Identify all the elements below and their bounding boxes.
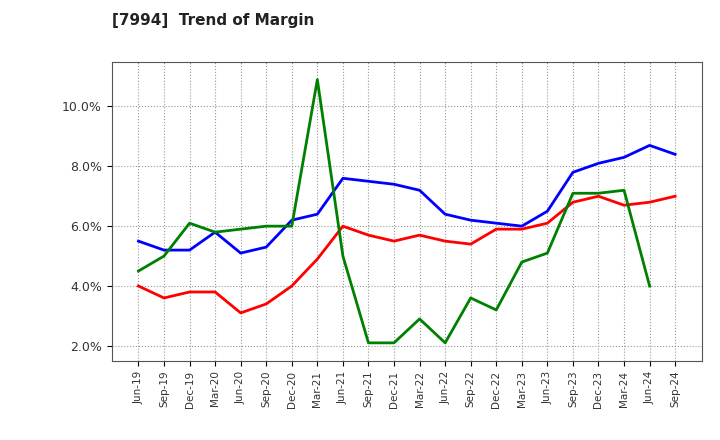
- Net Income: [569, 200, 577, 205]
- Ordinary Income: [441, 212, 449, 217]
- Ordinary Income: [569, 170, 577, 175]
- Operating Cashflow: [338, 253, 347, 259]
- Ordinary Income: [518, 224, 526, 229]
- Ordinary Income: [492, 220, 500, 226]
- Ordinary Income: [645, 143, 654, 148]
- Net Income: [338, 224, 347, 229]
- Operating Cashflow: [185, 220, 194, 226]
- Ordinary Income: [364, 179, 373, 184]
- Operating Cashflow: [467, 295, 475, 301]
- Ordinary Income: [160, 247, 168, 253]
- Net Income: [441, 238, 449, 244]
- Net Income: [160, 295, 168, 301]
- Ordinary Income: [313, 212, 322, 217]
- Line: Operating Cashflow: Operating Cashflow: [138, 80, 649, 343]
- Net Income: [390, 238, 398, 244]
- Ordinary Income: [467, 217, 475, 223]
- Operating Cashflow: [441, 340, 449, 345]
- Operating Cashflow: [415, 316, 424, 322]
- Operating Cashflow: [645, 283, 654, 289]
- Ordinary Income: [185, 247, 194, 253]
- Net Income: [415, 232, 424, 238]
- Operating Cashflow: [236, 227, 245, 232]
- Net Income: [364, 232, 373, 238]
- Net Income: [543, 220, 552, 226]
- Net Income: [467, 242, 475, 247]
- Operating Cashflow: [313, 77, 322, 82]
- Operating Cashflow: [211, 230, 220, 235]
- Ordinary Income: [134, 238, 143, 244]
- Net Income: [645, 200, 654, 205]
- Ordinary Income: [543, 209, 552, 214]
- Net Income: [620, 202, 629, 208]
- Ordinary Income: [211, 230, 220, 235]
- Ordinary Income: [287, 217, 296, 223]
- Ordinary Income: [415, 187, 424, 193]
- Text: [7994]  Trend of Margin: [7994] Trend of Margin: [112, 13, 314, 28]
- Operating Cashflow: [543, 250, 552, 256]
- Net Income: [518, 227, 526, 232]
- Net Income: [287, 283, 296, 289]
- Operating Cashflow: [518, 260, 526, 265]
- Line: Net Income: Net Income: [138, 196, 675, 313]
- Operating Cashflow: [620, 187, 629, 193]
- Ordinary Income: [390, 182, 398, 187]
- Net Income: [594, 194, 603, 199]
- Operating Cashflow: [364, 340, 373, 345]
- Ordinary Income: [594, 161, 603, 166]
- Net Income: [236, 310, 245, 315]
- Net Income: [671, 194, 680, 199]
- Operating Cashflow: [262, 224, 271, 229]
- Operating Cashflow: [569, 191, 577, 196]
- Operating Cashflow: [594, 191, 603, 196]
- Ordinary Income: [236, 250, 245, 256]
- Ordinary Income: [620, 155, 629, 160]
- Operating Cashflow: [160, 253, 168, 259]
- Net Income: [134, 283, 143, 289]
- Operating Cashflow: [287, 224, 296, 229]
- Line: Ordinary Income: Ordinary Income: [138, 145, 675, 253]
- Net Income: [185, 290, 194, 295]
- Operating Cashflow: [390, 340, 398, 345]
- Net Income: [262, 301, 271, 307]
- Ordinary Income: [262, 245, 271, 250]
- Operating Cashflow: [134, 268, 143, 274]
- Ordinary Income: [671, 152, 680, 157]
- Net Income: [313, 257, 322, 262]
- Operating Cashflow: [492, 307, 500, 312]
- Ordinary Income: [338, 176, 347, 181]
- Net Income: [211, 290, 220, 295]
- Net Income: [492, 227, 500, 232]
